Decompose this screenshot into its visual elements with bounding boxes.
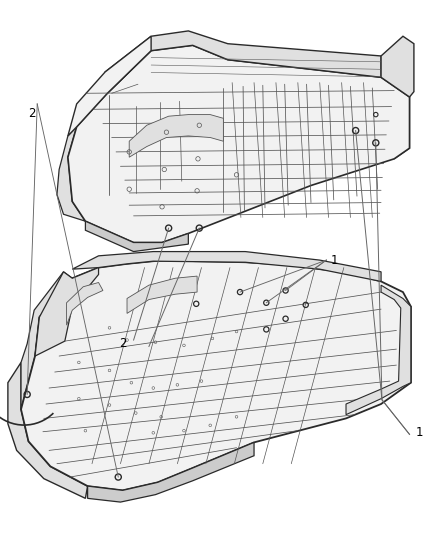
Text: 1: 1 bbox=[415, 426, 423, 439]
Polygon shape bbox=[346, 285, 411, 415]
Polygon shape bbox=[42, 265, 396, 480]
Polygon shape bbox=[68, 45, 410, 243]
Polygon shape bbox=[127, 276, 197, 313]
Polygon shape bbox=[129, 115, 223, 157]
Polygon shape bbox=[72, 252, 381, 281]
Polygon shape bbox=[21, 272, 72, 409]
Polygon shape bbox=[21, 260, 411, 490]
Polygon shape bbox=[68, 36, 151, 136]
Polygon shape bbox=[394, 95, 410, 159]
Polygon shape bbox=[67, 282, 103, 325]
Polygon shape bbox=[8, 362, 88, 498]
Polygon shape bbox=[57, 127, 85, 221]
Polygon shape bbox=[88, 442, 254, 502]
Text: 2: 2 bbox=[28, 107, 35, 120]
Polygon shape bbox=[105, 31, 381, 93]
Polygon shape bbox=[35, 268, 99, 356]
Text: 2: 2 bbox=[120, 337, 127, 350]
Text: 1: 1 bbox=[330, 254, 338, 266]
Polygon shape bbox=[403, 298, 411, 386]
Polygon shape bbox=[85, 221, 188, 252]
Polygon shape bbox=[381, 36, 414, 97]
